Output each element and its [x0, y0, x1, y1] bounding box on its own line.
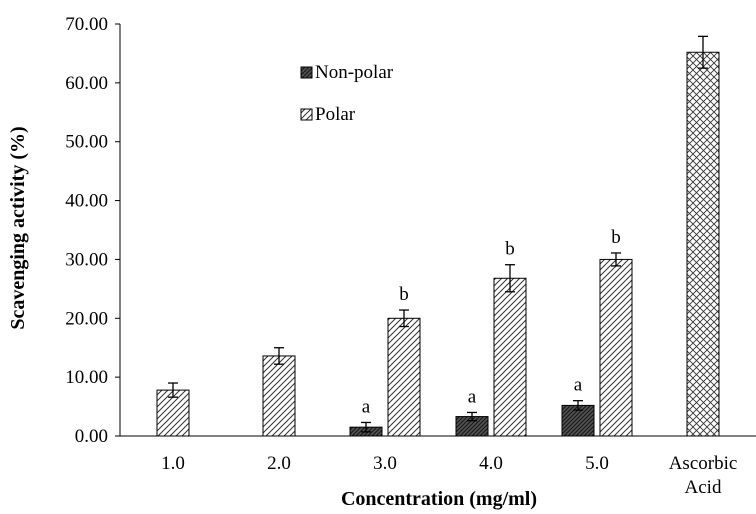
significance-label: a: [468, 386, 477, 407]
bar-polar-3: [493, 277, 527, 437]
x-tick-label: 1.0: [161, 453, 185, 474]
y-axis-ticks: 0.00 10.00 20.00 30.00 40.00 50.00 60.00 70.00: [65, 14, 120, 447]
x-tick-label: 4.0: [479, 453, 503, 474]
significance-label: b: [505, 239, 515, 260]
legend-label-polar: Polar: [315, 104, 356, 125]
x-tick-label: 5.0: [585, 453, 609, 474]
significance-label: b: [611, 227, 621, 248]
bar-polar-1: [262, 355, 296, 437]
axes: [119, 24, 756, 437]
legend: Non-polar Polar: [300, 62, 394, 125]
y-tick-label: 60.00: [65, 73, 108, 94]
significance-label: b: [399, 284, 409, 305]
y-tick-label: 20.00: [65, 308, 108, 329]
significance-label: a: [574, 375, 583, 396]
x-tick-label: Ascorbic: [669, 453, 738, 474]
y-tick-label: 10.00: [65, 367, 108, 388]
y-tick-label: 50.00: [65, 132, 108, 153]
y-tick-label: 30.00: [65, 249, 108, 270]
bar-ascorbic-acid-5: [686, 51, 720, 437]
x-tick-label: 3.0: [373, 453, 397, 474]
x-tick-label: 2.0: [267, 453, 291, 474]
x-axis-ticks: 1.0 2.0 3.0 4.0 5.0 Ascorbic Acid: [161, 453, 737, 498]
y-axis-title: Scavenging activity (%): [7, 126, 29, 329]
y-tick-label: 0.00: [75, 426, 108, 447]
bar-polar-2: [387, 317, 421, 437]
legend-swatch-non-polar: [300, 66, 313, 79]
legend-swatch-polar: [300, 108, 313, 121]
significance-label: a: [362, 396, 371, 417]
y-tick-label: 40.00: [65, 191, 108, 212]
bar-polar-4: [599, 258, 633, 437]
x-tick-label: Acid: [685, 477, 722, 498]
legend-label-non-polar: Non-polar: [315, 62, 394, 83]
bars: a b a b a b: [156, 35, 720, 437]
y-tick-label: 70.00: [65, 14, 108, 35]
x-axis-title: Concentration (mg/ml): [341, 488, 537, 510]
